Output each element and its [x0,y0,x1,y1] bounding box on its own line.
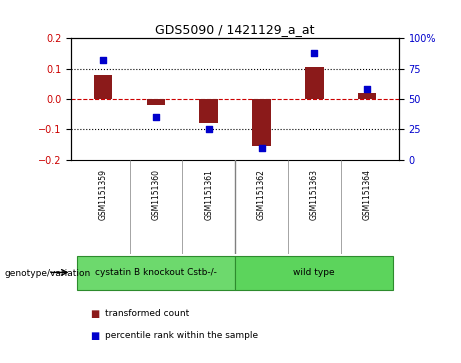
Text: GSM1151361: GSM1151361 [204,169,213,220]
Text: genotype/variation: genotype/variation [5,269,91,278]
Bar [147,99,165,105]
Point [152,114,160,120]
Bar [235,256,394,290]
Bar [94,75,112,99]
Title: GDS5090 / 1421129_a_at: GDS5090 / 1421129_a_at [155,23,315,36]
Point [363,86,371,92]
Bar [77,256,235,290]
Point [258,144,265,150]
Text: wild type: wild type [294,268,335,277]
Bar [252,99,271,146]
Text: percentile rank within the sample: percentile rank within the sample [105,331,258,340]
Point [311,50,318,56]
Text: GSM1151363: GSM1151363 [310,169,319,220]
Text: GSM1151364: GSM1151364 [363,169,372,220]
Point [205,126,213,132]
Text: ■: ■ [90,309,99,319]
Text: transformed count: transformed count [105,310,189,318]
Text: GSM1151359: GSM1151359 [99,169,107,220]
Text: GSM1151360: GSM1151360 [151,169,160,220]
Text: GSM1151362: GSM1151362 [257,169,266,220]
Text: cystatin B knockout Cstb-/-: cystatin B knockout Cstb-/- [95,268,217,277]
Text: ■: ■ [90,331,99,341]
Point [100,57,107,63]
Bar [305,67,324,99]
Bar [200,99,218,123]
Bar [358,93,376,99]
